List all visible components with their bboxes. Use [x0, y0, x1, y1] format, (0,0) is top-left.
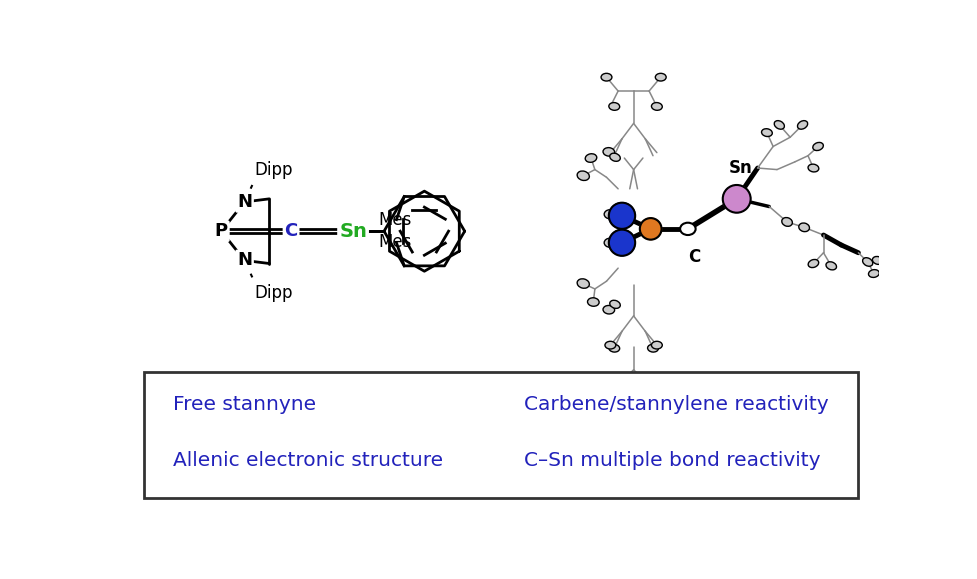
- Circle shape: [723, 185, 750, 212]
- Ellipse shape: [761, 129, 772, 137]
- Text: C: C: [688, 248, 701, 266]
- Text: Mes: Mes: [378, 233, 411, 251]
- Ellipse shape: [872, 256, 883, 265]
- Ellipse shape: [656, 74, 666, 81]
- Ellipse shape: [604, 238, 616, 247]
- Ellipse shape: [577, 171, 589, 181]
- Ellipse shape: [799, 223, 810, 232]
- Circle shape: [640, 218, 661, 240]
- Text: Free stannyne: Free stannyne: [173, 395, 317, 414]
- Ellipse shape: [577, 279, 589, 288]
- Text: Carbene/stannylene reactivity: Carbene/stannylene reactivity: [524, 395, 828, 414]
- Ellipse shape: [609, 345, 619, 352]
- Ellipse shape: [808, 259, 819, 267]
- Ellipse shape: [605, 341, 616, 349]
- Ellipse shape: [680, 223, 696, 235]
- Text: Allenic electronic structure: Allenic electronic structure: [173, 451, 444, 470]
- Ellipse shape: [603, 306, 615, 314]
- Ellipse shape: [609, 102, 619, 111]
- Text: N: N: [237, 193, 252, 211]
- Text: Mes: Mes: [378, 211, 411, 229]
- Ellipse shape: [587, 298, 599, 306]
- Ellipse shape: [652, 102, 662, 111]
- Text: C–Sn multiple bond reactivity: C–Sn multiple bond reactivity: [524, 451, 820, 470]
- Text: P: P: [215, 222, 228, 240]
- Ellipse shape: [601, 74, 612, 81]
- Text: Dipp: Dipp: [254, 284, 292, 302]
- Ellipse shape: [782, 218, 792, 226]
- Ellipse shape: [813, 142, 824, 151]
- Ellipse shape: [603, 148, 615, 156]
- Text: C: C: [284, 222, 298, 240]
- Polygon shape: [380, 187, 469, 275]
- Text: Dipp: Dipp: [254, 161, 292, 179]
- Ellipse shape: [610, 153, 620, 162]
- Ellipse shape: [652, 341, 662, 349]
- Ellipse shape: [585, 154, 597, 162]
- Ellipse shape: [797, 120, 808, 129]
- Ellipse shape: [808, 164, 819, 172]
- Ellipse shape: [648, 345, 658, 352]
- Ellipse shape: [774, 120, 785, 129]
- Ellipse shape: [863, 258, 872, 266]
- Ellipse shape: [610, 301, 620, 309]
- Text: Sn: Sn: [339, 222, 367, 241]
- Text: Sn: Sn: [729, 159, 752, 177]
- Ellipse shape: [869, 270, 879, 277]
- Ellipse shape: [826, 262, 836, 270]
- Circle shape: [609, 203, 635, 229]
- Bar: [144, 372, 859, 497]
- Circle shape: [609, 230, 635, 256]
- Ellipse shape: [640, 378, 651, 385]
- Text: N: N: [237, 251, 252, 269]
- Ellipse shape: [604, 210, 616, 219]
- Ellipse shape: [616, 378, 627, 385]
